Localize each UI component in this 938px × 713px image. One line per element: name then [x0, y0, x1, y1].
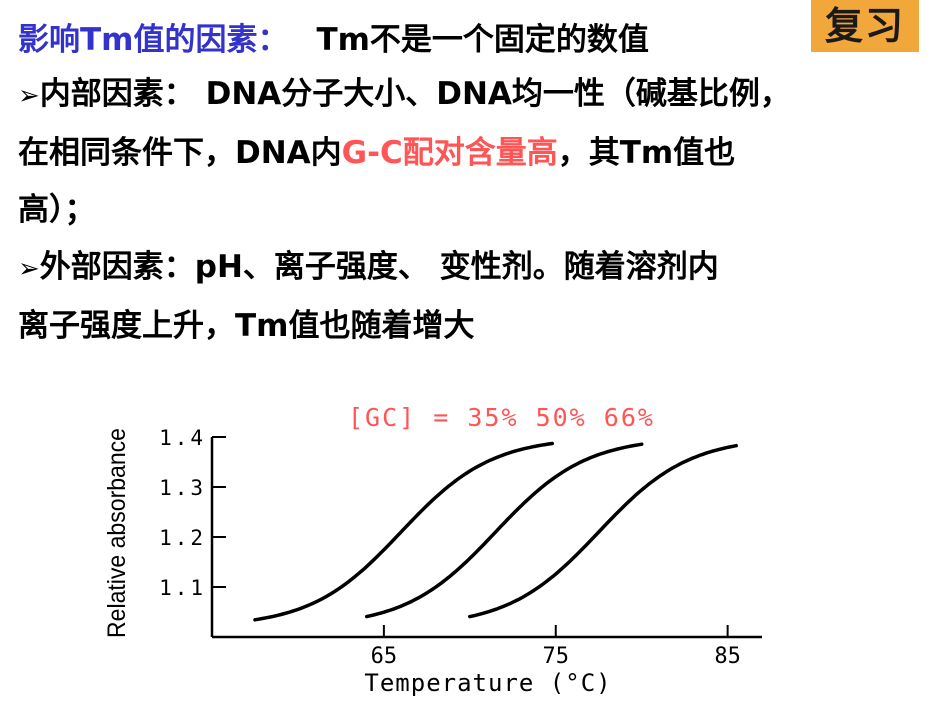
internal-factors-after: ，其Tm值也: [557, 135, 736, 171]
y-tick-label-1: 1.2: [159, 526, 206, 550]
internal-factors-line-1: ➢内部因素： DNA分子大小、DNA均一性（碱基比例，: [18, 66, 933, 125]
annotation-label: [GC] = 35% 50% 66%: [348, 403, 655, 432]
slide-title: 影响Tm值的因素： Tm不是一个固定的数值: [18, 18, 649, 62]
melting-curve-2: [468, 443, 738, 619]
x-tick-label-0: 65: [371, 644, 398, 669]
melting-curve-1: [364, 442, 644, 619]
internal-factors-text: 内部因素： DNA分子大小、DNA均一性（碱基比例，: [39, 76, 791, 112]
internal-factors-line-2: 在相同条件下，DNA内G-C配对含量高，其Tm值也: [18, 125, 933, 182]
external-factors-line-1: ➢外部因素：pH、离子强度、 变性剂。随着溶剂内: [18, 239, 933, 298]
internal-factors-before: 在相同条件下，DNA内: [18, 135, 342, 171]
bullet-arrow-icon: ➢: [18, 81, 40, 111]
gc-pairing-highlight: G-C配对含量高: [341, 135, 558, 171]
x-tick-label-1: 75: [543, 644, 570, 669]
title-label: 影响Tm值的因素：: [18, 22, 289, 58]
title-note: Tm不是一个固定的数值: [316, 22, 649, 58]
external-factors-line-2: 离子强度上升，Tm值也随着增大: [18, 308, 475, 344]
external-factors-text: 外部因素：pH、离子强度、 变性剂。随着溶剂内: [39, 249, 719, 285]
x-axis-label: Temperature (°C): [364, 669, 611, 697]
review-badge: 复习: [811, 0, 919, 52]
slide-body: ➢内部因素： DNA分子大小、DNA均一性（碱基比例， 在相同条件下，DNA内G…: [18, 66, 933, 355]
melting-curve-0: [253, 441, 555, 622]
y-axis-label: Relative absorbance: [103, 428, 131, 638]
bullet-arrow-icon: ➢: [18, 254, 40, 284]
y-tick-label-2: 1.3: [159, 476, 206, 500]
y-tick-label-3: 1.4: [159, 426, 206, 450]
y-tick-label-0: 1.1: [159, 576, 206, 600]
x-tick-label-2: 85: [714, 644, 741, 669]
internal-factors-line-3: 高）；: [18, 192, 96, 228]
